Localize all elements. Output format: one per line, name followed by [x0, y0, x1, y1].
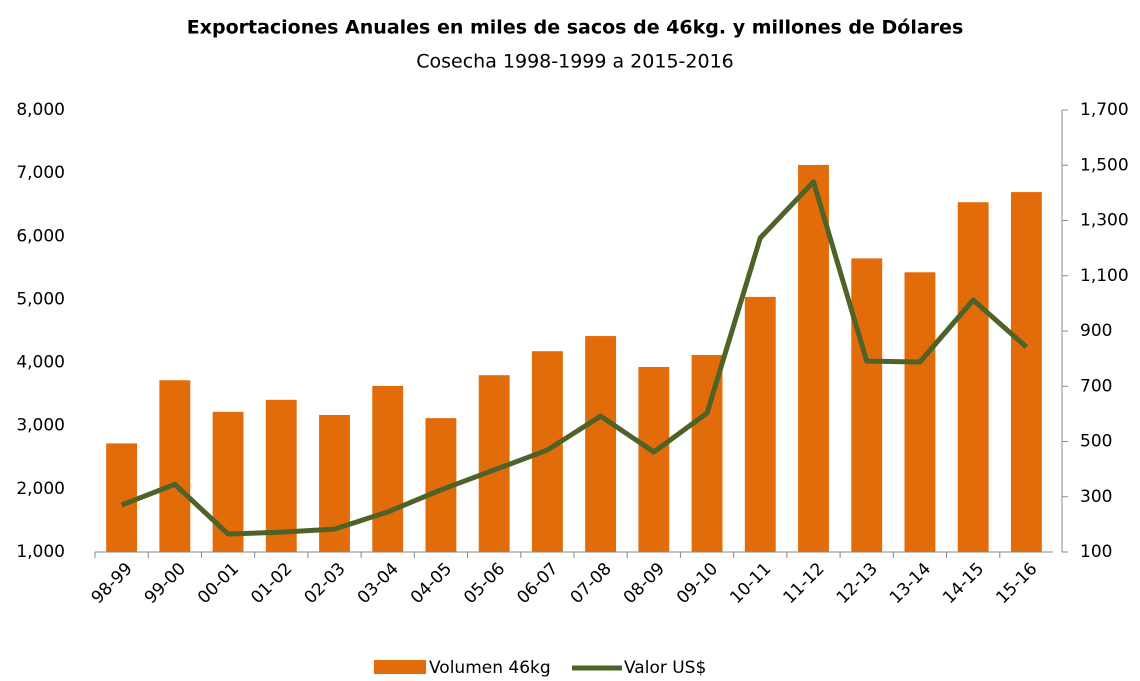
y-tick-label: 4,000	[16, 353, 65, 373]
y-tick-label: 3,000	[16, 416, 65, 436]
bar	[1010, 192, 1042, 553]
bar	[212, 411, 244, 552]
bar	[744, 296, 776, 552]
line	[120, 179, 1029, 537]
x-tick-label: 11-12	[779, 559, 828, 608]
legend-label: Valor US$	[624, 658, 706, 678]
x-tick-label: 02-03	[300, 559, 349, 608]
bar	[957, 202, 989, 552]
y2-tick-label: 300	[1080, 487, 1112, 507]
chart-title: Exportaciones Anuales en miles de sacos …	[187, 17, 964, 39]
y-tick-label: 5,000	[16, 289, 65, 309]
bar	[106, 443, 138, 552]
y2-tick-label: 700	[1080, 376, 1112, 396]
x-tick-label: 99-00	[141, 559, 190, 608]
legend-label: Volumen 46kg	[429, 658, 551, 678]
x-tick-label: 98-99	[88, 559, 137, 608]
chart-subtitle: Cosecha 1998-1999 a 2015-2016	[416, 51, 734, 73]
bar	[904, 272, 936, 552]
bar	[691, 354, 723, 552]
y-tick-label: 2,000	[16, 479, 65, 499]
x-tick-label: 04-05	[407, 559, 456, 608]
x-tick-label: 07-08	[567, 559, 616, 608]
y-tick-label: 1,000	[16, 542, 65, 562]
x-tick-label: 13-14	[886, 559, 935, 608]
y-tick-label: 8,000	[16, 100, 65, 120]
bar	[851, 258, 883, 552]
y-tick-label: 7,000	[16, 163, 65, 183]
y2-tick-label: 100	[1080, 542, 1112, 562]
bar	[798, 164, 829, 553]
y2-tick-label: 500	[1080, 432, 1112, 452]
bar	[372, 385, 404, 552]
bar	[585, 336, 617, 552]
x-tick-label: 03-04	[354, 559, 403, 608]
y2-tick-label: 1,300	[1080, 211, 1129, 231]
x-tick-label: 05-06	[460, 559, 509, 608]
x-tick-label: 12-13	[833, 559, 882, 608]
x-tick-label: 08-09	[620, 559, 669, 608]
y2-tick-label: 900	[1080, 321, 1112, 341]
x-tick-label: 14-15	[939, 559, 988, 608]
y-tick-label: 6,000	[16, 226, 65, 246]
y2-tick-label: 1,700	[1080, 100, 1129, 120]
x-tick-label: 01-02	[247, 559, 296, 608]
y2-tick-label: 1,100	[1080, 266, 1129, 286]
x-tick-label: 06-07	[513, 559, 562, 608]
x-tick-label: 15-16	[992, 559, 1041, 608]
bar	[638, 366, 670, 552]
legend-swatch	[374, 660, 426, 674]
x-tick-label: 00-01	[194, 559, 243, 608]
bar	[159, 380, 191, 552]
x-tick-label: 10-11	[726, 559, 775, 608]
x-tick-label: 09-10	[673, 559, 722, 608]
y2-tick-label: 1,500	[1080, 155, 1129, 175]
bar	[265, 399, 297, 552]
